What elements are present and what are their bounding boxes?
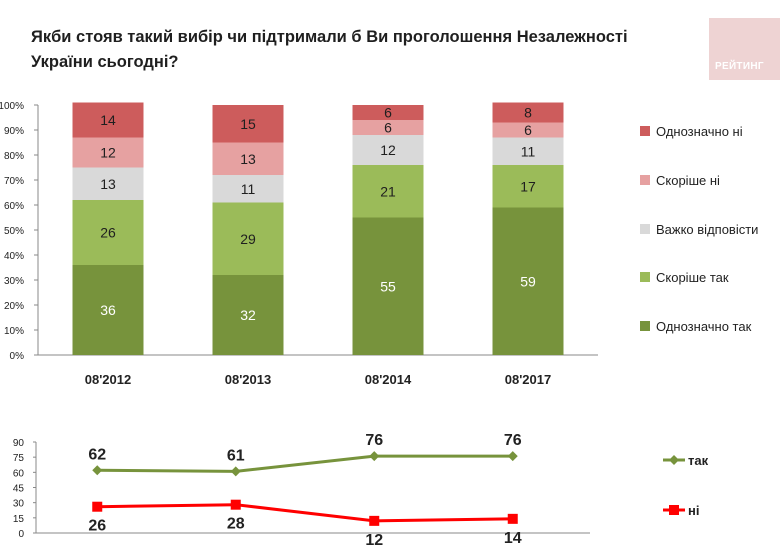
line-legend-marker xyxy=(669,505,679,515)
bar-y-tick-label: 20% xyxy=(4,301,24,312)
line-y-tick-label: 15 xyxy=(13,514,25,525)
bar-data-label: 12 xyxy=(100,145,116,161)
bar-segment xyxy=(72,137,144,168)
bar-data-label: 6 xyxy=(384,120,392,136)
bar-data-label: 15 xyxy=(240,116,256,132)
bar-data-label: 59 xyxy=(520,273,536,289)
bar-data-label: 55 xyxy=(380,278,396,294)
line-legend-label: так xyxy=(688,453,709,468)
bar-segment xyxy=(492,207,564,355)
bar-segment xyxy=(72,265,144,355)
bar-data-label: 32 xyxy=(240,307,256,323)
chart-title: Якби стояв такий вибір чи підтримали б В… xyxy=(31,28,628,71)
line-point-marker xyxy=(230,499,241,510)
line-point-marker xyxy=(369,515,380,526)
bar-segment xyxy=(72,200,144,265)
line-y-tick-label: 75 xyxy=(13,453,25,464)
bar-legend-swatch xyxy=(640,126,650,136)
bar-data-label: 26 xyxy=(100,225,116,241)
bar-segment xyxy=(352,135,424,165)
bar-data-label: 29 xyxy=(240,231,256,247)
line-data-label: 62 xyxy=(88,446,106,463)
bar-legend-swatch xyxy=(640,272,650,282)
bar-segment xyxy=(352,105,424,120)
bar-y-tick-label: 100% xyxy=(0,101,24,112)
bar-segment xyxy=(492,122,564,138)
bar-data-label: 36 xyxy=(100,302,116,318)
bar-y-tick-label: 60% xyxy=(4,201,24,212)
line-series-tak xyxy=(97,454,513,473)
line-point-marker xyxy=(230,466,241,477)
bar-x-tick-label: 08'2014 xyxy=(365,372,412,387)
bar-legend-swatch xyxy=(640,321,650,331)
bar-data-label: 13 xyxy=(240,151,256,167)
bar-segment xyxy=(212,105,284,143)
line-data-label: 76 xyxy=(504,432,522,449)
line-data-label: 28 xyxy=(227,516,245,533)
bar-data-label: 6 xyxy=(524,122,532,138)
bar-data-label: 8 xyxy=(524,105,532,121)
bar-data-label: 21 xyxy=(380,183,396,199)
bar-segment xyxy=(212,175,284,203)
bar-legend-label: Скоріше ні xyxy=(656,173,720,188)
line-legend-label: ні xyxy=(688,503,699,518)
bar-legend-label: Однозначно ні xyxy=(656,124,743,139)
line-point-marker xyxy=(92,465,103,476)
bar-legend-swatch xyxy=(640,224,650,234)
line-point-marker xyxy=(507,451,518,462)
bar-data-label: 13 xyxy=(100,176,116,192)
line-data-label: 76 xyxy=(365,432,383,449)
rating-logo: РЕЙТИНГ xyxy=(709,18,780,80)
bar-segment xyxy=(352,120,424,135)
bar-data-label: 12 xyxy=(380,142,396,158)
line-data-label: 12 xyxy=(365,532,383,549)
bar-segment xyxy=(212,202,284,275)
bar-y-tick-label: 80% xyxy=(4,151,24,162)
bar-x-tick-label: 08'2013 xyxy=(225,372,271,387)
bar-y-tick-label: 0% xyxy=(10,351,25,362)
bar-legend-label: Однозначно так xyxy=(656,319,752,334)
bar-data-label: 11 xyxy=(241,181,256,197)
line-data-label: 61 xyxy=(227,447,245,464)
bar-segment xyxy=(352,217,424,355)
bar-data-label: 11 xyxy=(521,143,536,159)
line-y-tick-label: 60 xyxy=(13,468,25,479)
bar-y-tick-label: 40% xyxy=(4,251,24,262)
line-y-tick-label: 90 xyxy=(13,438,25,449)
line-legend-marker xyxy=(669,455,679,465)
bar-segment xyxy=(72,102,144,138)
line-data-label: 14 xyxy=(504,530,522,547)
bar-legend-swatch xyxy=(640,175,650,185)
line-point-marker xyxy=(507,513,518,524)
bar-y-tick-label: 10% xyxy=(4,326,24,337)
bar-legend-label: Скоріше так xyxy=(656,270,729,285)
line-point-marker xyxy=(92,501,103,512)
bar-legend-label: Важко відповісти xyxy=(656,222,758,237)
bar-x-tick-label: 08'2012 xyxy=(85,372,131,387)
bar-data-label: 6 xyxy=(384,105,392,121)
bar-segment xyxy=(492,137,564,165)
bar-y-tick-label: 50% xyxy=(4,226,24,237)
line-y-tick-label: 0 xyxy=(18,529,24,540)
line-data-label: 26 xyxy=(88,518,106,535)
line-y-tick-label: 45 xyxy=(13,484,25,495)
bar-segment xyxy=(492,165,564,208)
line-series-ni xyxy=(97,503,513,523)
bar-data-label: 14 xyxy=(100,112,116,128)
logo-text: РЕЙТИНГ xyxy=(715,61,764,72)
bar-y-tick-label: 30% xyxy=(4,276,24,287)
line-point-marker xyxy=(369,451,380,462)
line-y-tick-label: 30 xyxy=(13,499,25,510)
bar-segment xyxy=(72,167,144,200)
bar-y-tick-label: 70% xyxy=(4,176,24,187)
bar-data-label: 17 xyxy=(520,178,536,194)
bar-x-tick-label: 08'2017 xyxy=(505,372,551,387)
bar-segment xyxy=(492,102,564,123)
bar-segment xyxy=(212,142,284,175)
bar-segment xyxy=(352,165,424,218)
bar-segment xyxy=(212,275,284,355)
bar-y-tick-label: 90% xyxy=(4,126,24,137)
